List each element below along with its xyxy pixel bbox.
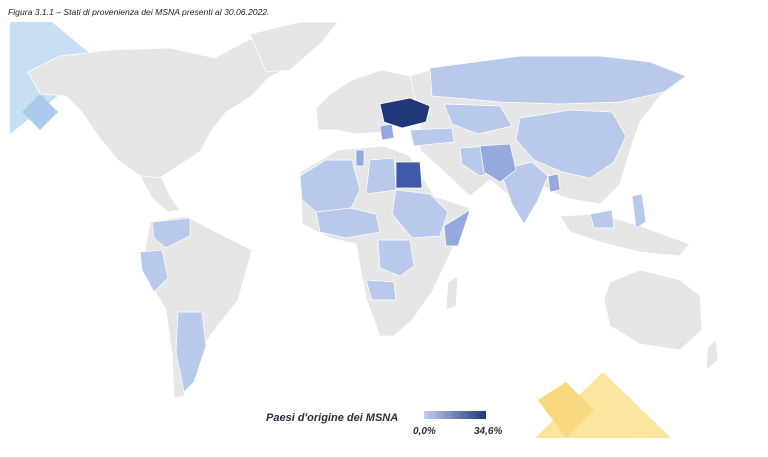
region-central-africa: [377, 239, 415, 277]
legend-gradient-fill: [424, 411, 486, 419]
region-albania-kosovo: [379, 123, 395, 141]
countries-strong: [379, 97, 431, 189]
region-turkey: [409, 127, 455, 147]
land-north-america: [27, 29, 319, 179]
land-madagascar: [445, 275, 459, 311]
region-egypt: [395, 161, 423, 189]
legend-title: Paesi d'origine dei MSNA: [266, 412, 399, 424]
region-tunisia: [355, 149, 365, 167]
region-somalia: [443, 209, 471, 247]
region-china: [515, 109, 627, 179]
figure-caption: Figura 3.1.1 – Stati di provenienza dei …: [8, 7, 270, 17]
decor-blue-shape: [22, 94, 58, 130]
region-sahel: [315, 207, 381, 239]
land-southeast-asia-islands: [559, 213, 691, 257]
land-central-america: [139, 175, 181, 213]
region-argentina: [175, 311, 207, 393]
decor-yellow-triangles: [535, 372, 671, 438]
countries-mid: [355, 123, 561, 247]
land-greenland: [249, 21, 339, 73]
region-angola: [365, 279, 397, 301]
region-philippines: [631, 193, 647, 229]
land-australia: [603, 269, 703, 351]
region-malaysia: [589, 209, 615, 229]
region-russia: [429, 55, 687, 105]
land-new-zealand: [705, 339, 719, 371]
decor-yellow-shape: [538, 382, 594, 438]
region-ecuador-peru: [139, 249, 169, 293]
legend-gradient-bar: [424, 411, 486, 419]
region-colombia-venezuela: [151, 217, 191, 249]
countries-light: [139, 55, 687, 393]
region-kazakhstan: [443, 103, 513, 135]
region-bangladesh: [547, 173, 561, 193]
region-sudan-ethiopia: [391, 189, 449, 239]
region-libya: [365, 157, 397, 195]
region-north-africa-west: [299, 159, 361, 213]
legend-max-label: 34,6%: [474, 426, 503, 437]
region-afghanistan-pakistan: [479, 143, 517, 183]
region-ukraine: [379, 97, 431, 129]
region-india: [499, 161, 549, 225]
legend-min-label: 0,0%: [413, 426, 436, 437]
